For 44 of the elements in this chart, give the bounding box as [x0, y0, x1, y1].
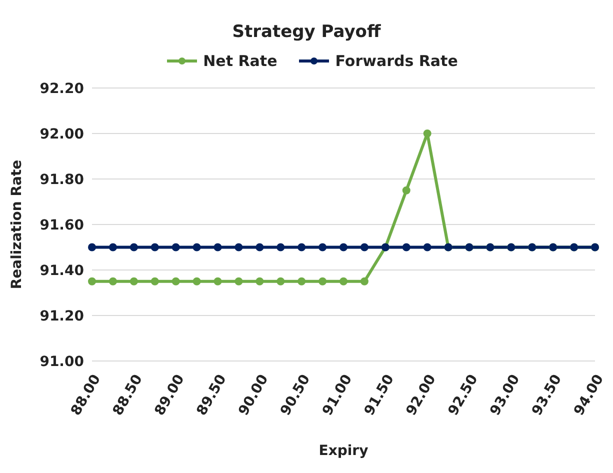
- point: [298, 277, 306, 286]
- point: [234, 277, 243, 286]
- point: [423, 130, 432, 138]
- point: [234, 243, 243, 252]
- point: [214, 277, 222, 286]
- point: [423, 243, 432, 252]
- y-tick-label: 91.60: [40, 217, 84, 234]
- point: [298, 243, 306, 252]
- x-axis-title: Expiry: [318, 443, 368, 459]
- y-tick-label: 92.20: [40, 80, 84, 97]
- point: [360, 243, 368, 252]
- point: [172, 243, 180, 252]
- y-tick-label: 91.40: [40, 262, 84, 279]
- y-tick-label: 91.00: [40, 354, 84, 370]
- point: [340, 243, 348, 252]
- point: [88, 277, 96, 286]
- point: [108, 243, 117, 252]
- y-tick-label: 91.80: [40, 172, 84, 188]
- point: [88, 243, 96, 252]
- point: [340, 277, 348, 286]
- point: [108, 277, 117, 286]
- point: [402, 243, 410, 252]
- point: [150, 243, 159, 252]
- point: [256, 243, 264, 252]
- point: [360, 277, 368, 286]
- point: [256, 277, 264, 286]
- point: [402, 186, 410, 194]
- y-tick-label: 92.00: [40, 126, 84, 142]
- point: [192, 277, 201, 286]
- point: [318, 243, 327, 252]
- point: [192, 243, 201, 252]
- point: [276, 277, 285, 286]
- point: [130, 277, 138, 286]
- point: [276, 243, 285, 252]
- point: [150, 277, 159, 286]
- y-tick-label: 91.20: [40, 308, 84, 324]
- y-axis-title: Realization Rate: [8, 160, 25, 290]
- point: [214, 243, 222, 252]
- point: [318, 277, 327, 286]
- chart-title: Strategy Payoff: [231, 21, 382, 44]
- legend-label: Net Rate: [203, 52, 278, 70]
- point: [172, 277, 180, 286]
- point: [130, 243, 138, 252]
- legend-label: Forwards Rate: [335, 52, 458, 70]
